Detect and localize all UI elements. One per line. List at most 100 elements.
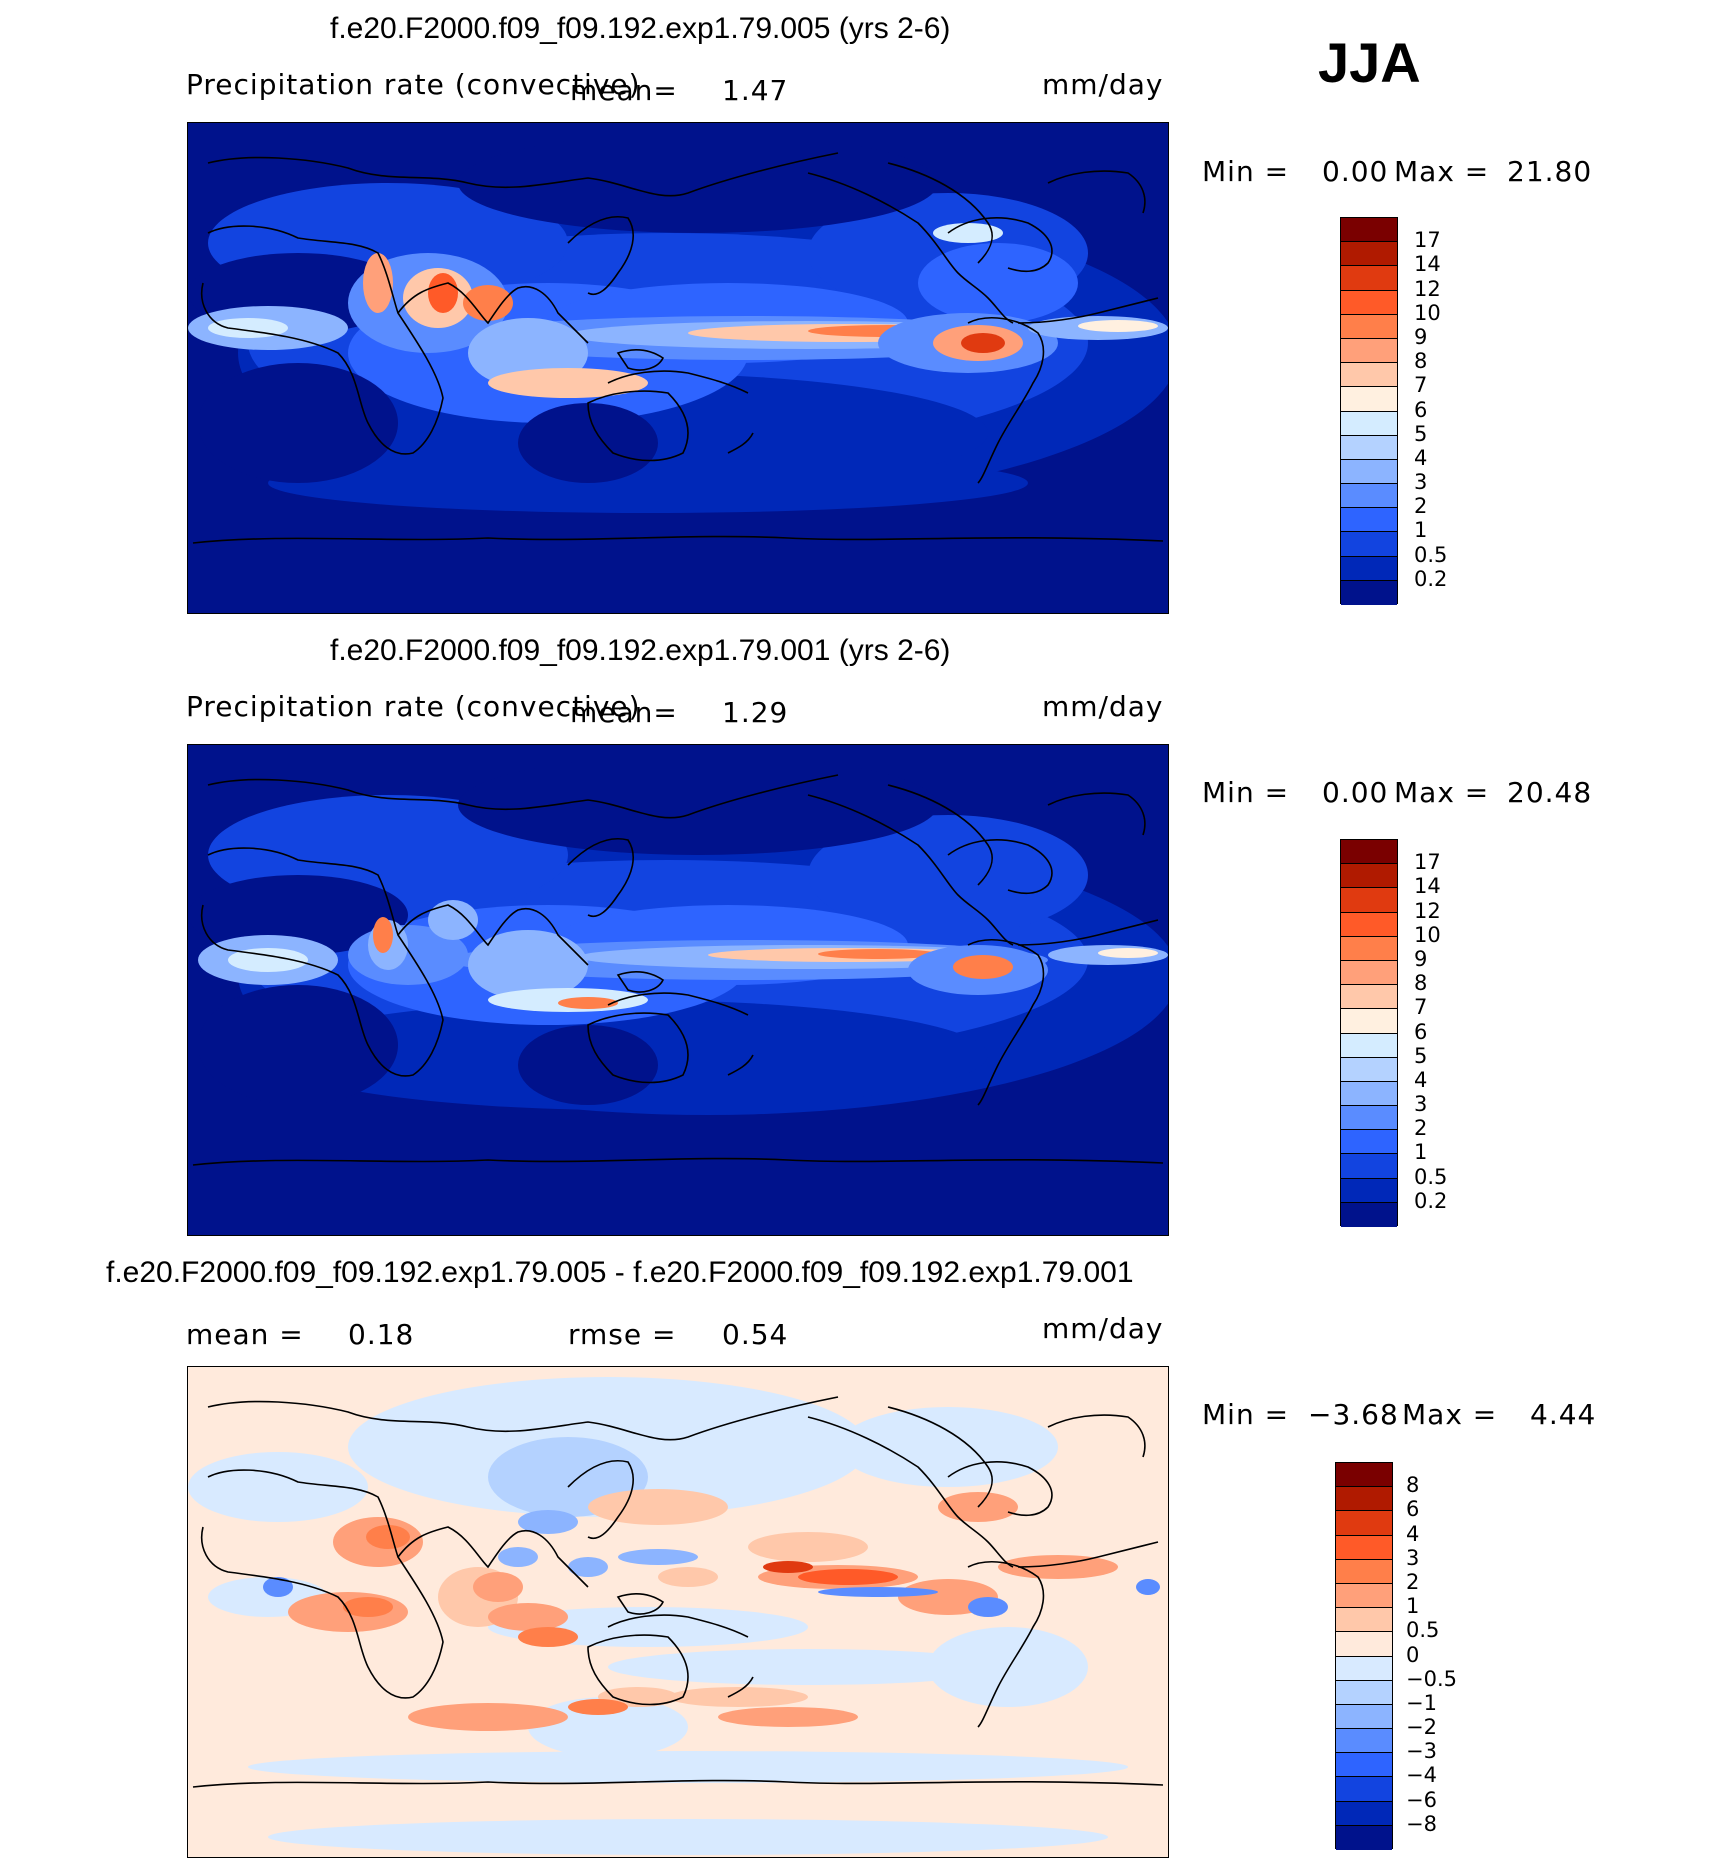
top-panel-units: mm/day	[1042, 68, 1164, 101]
diff-panel-title: f.e20.F2000.f09_f09.192.exp1.79.005 - f.…	[106, 1256, 1134, 1289]
colorbar-tick-label: −6	[1406, 1787, 1437, 1812]
middle-panel-min-label: Min =	[1202, 776, 1290, 809]
middle-panel-units: mm/day	[1042, 690, 1164, 723]
colorbar-tick-label: 0.5	[1414, 542, 1448, 567]
colorbar-segment	[1336, 1753, 1392, 1778]
colorbar-tick-label: 7	[1414, 373, 1428, 398]
colorbar-segment	[1341, 508, 1397, 533]
colorbar-tick-label: 12	[1414, 898, 1441, 923]
colorbar-segment	[1341, 1057, 1397, 1082]
top-panel-mean-value: 1.47	[722, 74, 789, 107]
top-panel-mean-label: mean=	[570, 74, 678, 107]
diff-panel-map	[187, 1366, 1169, 1858]
colorbar-segment	[1341, 290, 1397, 315]
middle-panel-variable-label: Precipitation rate (convective)	[186, 690, 641, 723]
colorbar-segment	[1341, 1178, 1397, 1203]
colorbar-segment	[1336, 1801, 1392, 1826]
colorbar-tick-label: 8	[1406, 1473, 1420, 1498]
colorbar-segment	[1336, 1704, 1392, 1730]
diff-panel-units: mm/day	[1042, 1312, 1164, 1345]
colorbar-segment	[1341, 864, 1397, 889]
colorbar-segment	[1341, 1009, 1397, 1034]
colorbar-segment	[1336, 1608, 1392, 1633]
diff-panel-mean-label: mean =	[186, 1318, 304, 1351]
colorbar-tick-label: 2	[1406, 1569, 1420, 1594]
colorbar-tick-label: 0.5	[1406, 1618, 1440, 1643]
season-label: JJA	[1318, 31, 1421, 94]
diff-panel-rmse-label: rmse =	[568, 1318, 677, 1351]
colorbar-segment	[1341, 912, 1397, 937]
colorbar-tick-label: 3	[1414, 1092, 1428, 1117]
diff-panel-min-value: −3.68	[1308, 1398, 1399, 1431]
colorbar-segment	[1341, 1106, 1397, 1131]
colorbar-segment	[1336, 1559, 1392, 1584]
colorbar-segment	[1336, 1463, 1392, 1488]
colorbar-tick-label: 2	[1414, 1116, 1428, 1141]
colorbar-tick-label: 9	[1414, 946, 1428, 971]
colorbar-tick-label: 17	[1414, 850, 1441, 875]
middle-panel-max-value: 20.48	[1507, 776, 1593, 809]
colorbar-segment	[1341, 484, 1397, 509]
colorbar-tick-label: 1	[1414, 1140, 1428, 1165]
colorbar-segment	[1336, 1656, 1392, 1681]
top-panel-max-value: 21.80	[1507, 155, 1593, 188]
colorbar-segment	[1341, 1154, 1397, 1179]
colorbar-tick-label: 6	[1414, 1019, 1428, 1044]
middle-panel-map	[187, 744, 1169, 1236]
colorbar-tick-label: 5	[1414, 1043, 1428, 1068]
middle-panel-title: f.e20.F2000.f09_f09.192.exp1.79.001 (yrs…	[330, 634, 951, 667]
diff-panel-max-label: Max =	[1402, 1398, 1498, 1431]
middle-panel-mean-value: 1.29	[722, 696, 789, 729]
top-panel-colorbar	[1340, 217, 1398, 605]
colorbar-segment	[1341, 985, 1397, 1010]
top-panel-variable-label: Precipitation rate (convective)	[186, 68, 641, 101]
colorbar-segment	[1341, 266, 1397, 291]
colorbar-segment	[1341, 532, 1397, 557]
colorbar-segment	[1336, 1632, 1392, 1657]
colorbar-tick-label: −0.5	[1406, 1666, 1457, 1691]
middle-panel-max-label: Max =	[1394, 776, 1490, 809]
colorbar-segment	[1336, 1729, 1392, 1754]
colorbar-tick-label: −1	[1406, 1690, 1437, 1715]
colorbar-tick-label: 6	[1414, 397, 1428, 422]
colorbar-tick-label: 4	[1406, 1521, 1420, 1546]
colorbar-segment	[1341, 1202, 1397, 1227]
colorbar-tick-label: 0.2	[1414, 566, 1448, 591]
colorbar-segment	[1341, 1130, 1397, 1155]
colorbar-tick-label: 10	[1414, 300, 1441, 325]
colorbar-segment	[1341, 960, 1397, 986]
colorbar-segment	[1341, 459, 1397, 485]
colorbar-tick-label: −3	[1406, 1739, 1437, 1764]
top-panel-map	[187, 122, 1169, 614]
top-panel-max-label: Max =	[1394, 155, 1490, 188]
colorbar-segment	[1336, 1777, 1392, 1802]
middle-panel-colorbar	[1340, 839, 1398, 1227]
diff-panel-mean-value: 0.18	[348, 1318, 415, 1351]
colorbar-segment	[1341, 314, 1397, 339]
colorbar-tick-label: 8	[1414, 349, 1428, 374]
colorbar-tick-label: 0.2	[1414, 1188, 1448, 1213]
colorbar-tick-label: 4	[1414, 445, 1428, 470]
colorbar-tick-label: 12	[1414, 276, 1441, 301]
colorbar-tick-label: −2	[1406, 1715, 1437, 1740]
diff-panel-colorbar	[1335, 1462, 1393, 1850]
colorbar-segment	[1341, 1033, 1397, 1058]
colorbar-segment	[1336, 1680, 1392, 1705]
colorbar-segment	[1341, 363, 1397, 388]
colorbar-tick-label: −4	[1406, 1763, 1437, 1788]
colorbar-segment	[1341, 580, 1397, 605]
colorbar-segment	[1336, 1825, 1392, 1850]
colorbar-segment	[1336, 1511, 1392, 1536]
colorbar-tick-label: 14	[1414, 252, 1441, 277]
colorbar-tick-label: 0	[1406, 1642, 1420, 1667]
colorbar-segment	[1341, 338, 1397, 364]
middle-panel-mean-label: mean=	[570, 696, 678, 729]
colorbar-tick-label: 14	[1414, 874, 1441, 899]
colorbar-segment	[1341, 242, 1397, 267]
colorbar-segment	[1341, 435, 1397, 460]
colorbar-tick-label: 7	[1414, 995, 1428, 1020]
colorbar-segment	[1341, 1081, 1397, 1107]
colorbar-tick-label: 3	[1406, 1545, 1420, 1570]
colorbar-tick-label: 10	[1414, 922, 1441, 947]
diff-panel-rmse-value: 0.54	[722, 1318, 789, 1351]
